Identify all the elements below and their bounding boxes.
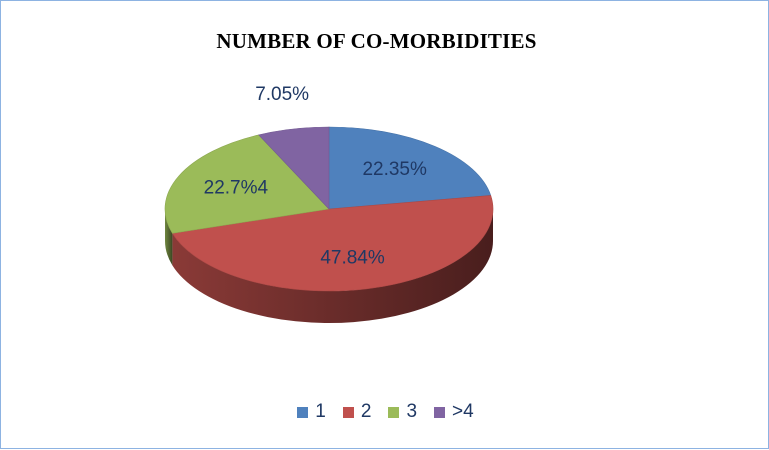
data-label-3: 7.05%: [255, 84, 309, 105]
pie-side-2: [165, 209, 173, 266]
legend-swatch-2: [388, 406, 400, 418]
chart-title: NUMBER OF CO-MORBIDITIES: [216, 29, 537, 53]
pie-side-walls: [165, 209, 494, 323]
legend-label-2: 3: [406, 401, 418, 422]
legend-label-3: >4: [452, 401, 474, 422]
legend-swatch-0: [297, 406, 309, 418]
legend-item-1: 2: [342, 401, 372, 423]
legend-label-0: 1: [315, 401, 326, 422]
legend-item-0: 1: [297, 401, 326, 423]
data-label-0: 22.35%: [362, 159, 427, 180]
pie-side-1: [172, 209, 494, 323]
pie-slice-2: [164, 134, 330, 234]
pie-slices: [164, 126, 494, 292]
legend-item-3: >4: [434, 401, 474, 423]
pie-data-labels: 22.35% 47.84% 22.7%4 7.05%: [204, 84, 427, 268]
data-label-2: 22.7%4: [204, 178, 269, 199]
legend-swatch-1: [342, 406, 354, 418]
pie-slice-3: [258, 126, 330, 210]
data-label-1: 47.84%: [320, 247, 385, 268]
legend-item-2: 3: [388, 401, 417, 423]
legend-label-1: 2: [360, 401, 372, 422]
legend-swatch-3: [434, 406, 446, 418]
chart-legend: 1 2 3 >4: [1, 401, 769, 423]
pie-slice-0: [328, 126, 492, 210]
pie-slice-1: [171, 195, 494, 292]
